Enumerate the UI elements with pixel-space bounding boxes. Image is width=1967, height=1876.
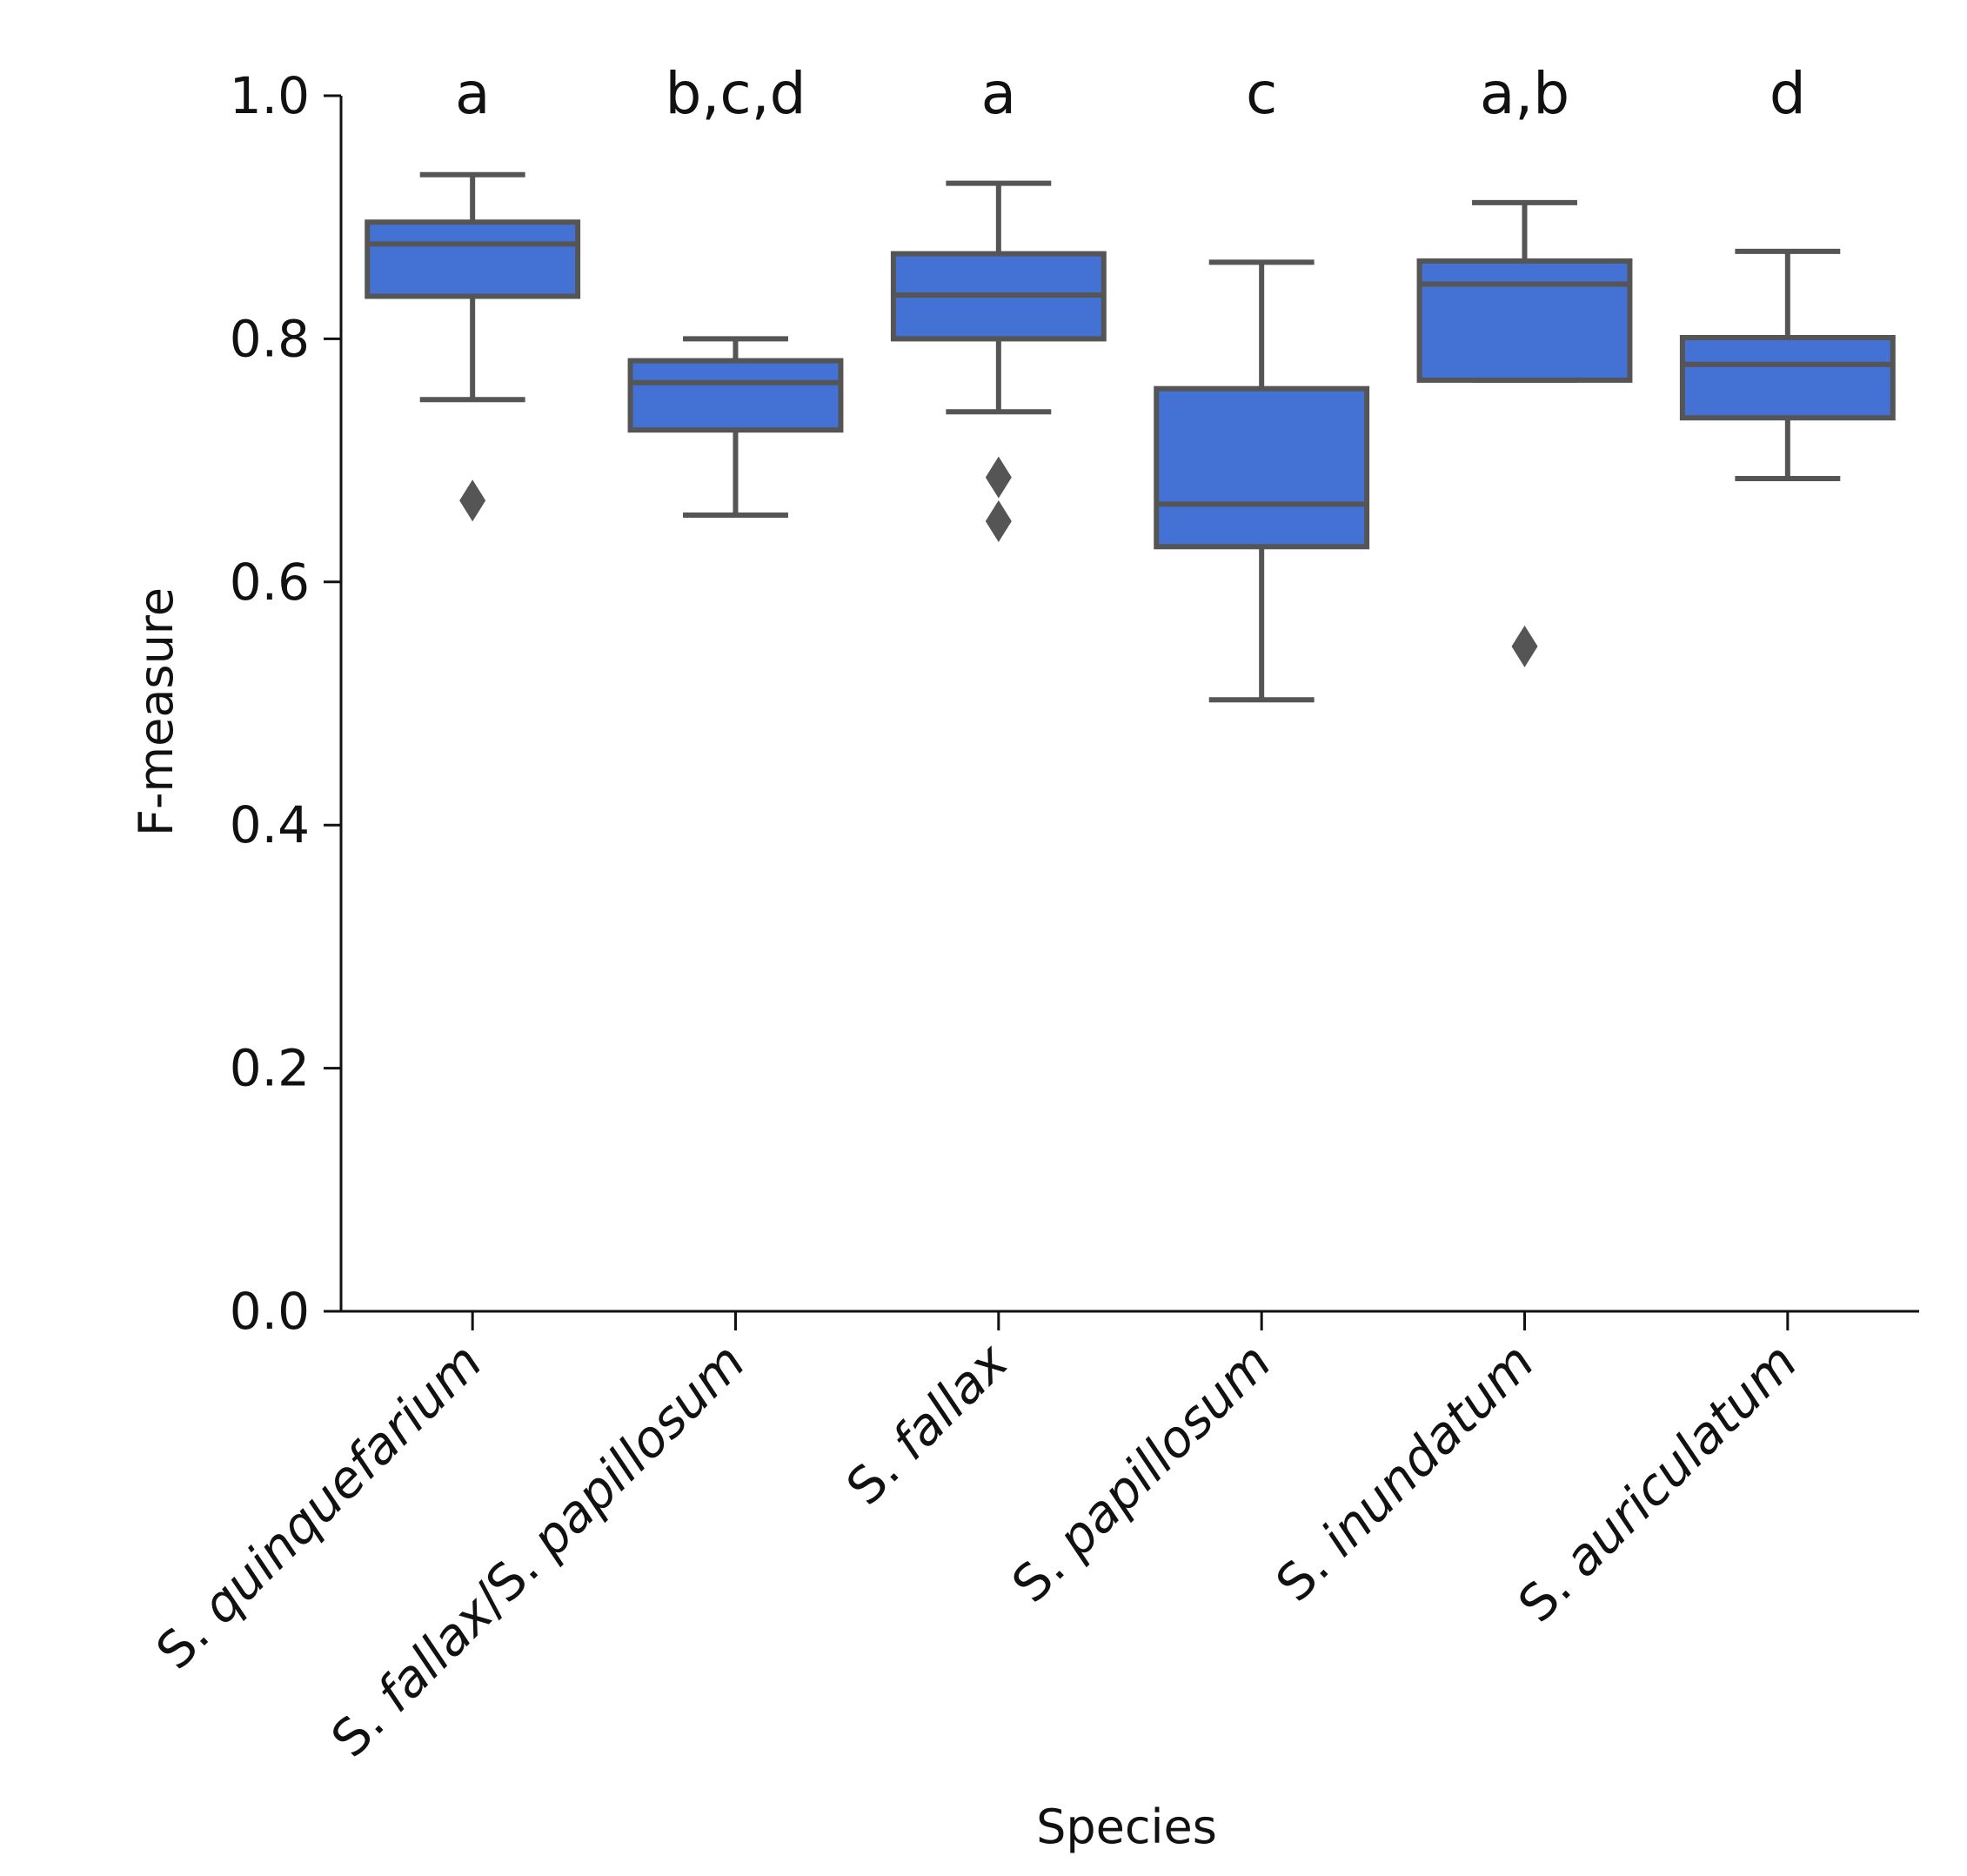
category-label-part: inundatum bbox=[1299, 1332, 1546, 1579]
box-3 bbox=[890, 180, 1107, 542]
x-category-label: S. papillosum bbox=[1000, 1332, 1282, 1614]
significance-letter: a bbox=[981, 60, 1016, 127]
y-tick-label: 1.0 bbox=[230, 66, 310, 125]
box-1 bbox=[365, 171, 581, 522]
y-axis-title: F-measure bbox=[129, 587, 184, 836]
box-6 bbox=[1679, 248, 1896, 482]
box-2 bbox=[627, 336, 844, 518]
x-category-label: S. fallax bbox=[835, 1331, 1020, 1516]
y-axis: 0.0 0.2 0.4 0.6 0.8 1.0 bbox=[230, 66, 343, 1341]
significance-letter: b,c,d bbox=[665, 60, 806, 127]
x-category-label: S. auriculatum bbox=[1507, 1332, 1809, 1634]
boxes-group bbox=[365, 171, 1896, 703]
category-label-part: auriculatum bbox=[1541, 1332, 1809, 1600]
category-label-part: papillosum bbox=[508, 1332, 756, 1580]
box-5 bbox=[1416, 199, 1633, 667]
x-axis-title: Species bbox=[1036, 1799, 1217, 1854]
x-axis bbox=[341, 1310, 1919, 1330]
y-tick-label: 0.8 bbox=[230, 309, 310, 368]
iqr-box bbox=[1679, 335, 1896, 421]
outlier-point bbox=[459, 479, 486, 522]
iqr-box bbox=[365, 219, 581, 299]
y-tick-label: 0.2 bbox=[230, 1039, 310, 1098]
category-label-part: fallax bbox=[354, 1584, 505, 1734]
iqr-box bbox=[627, 358, 844, 433]
outlier-point bbox=[985, 499, 1012, 542]
y-tick-label: 0.4 bbox=[230, 795, 310, 854]
y-tick-label: 0.0 bbox=[230, 1282, 310, 1341]
significance-letter: a bbox=[455, 60, 490, 127]
outlier-point bbox=[985, 456, 1012, 499]
significance-letter: d bbox=[1770, 60, 1806, 127]
category-label-part: fallax bbox=[869, 1331, 1020, 1482]
significance-letter: c bbox=[1246, 60, 1277, 127]
category-label-part: papillosum bbox=[1034, 1332, 1282, 1580]
significance-letter: a,b bbox=[1480, 60, 1569, 127]
iqr-box bbox=[1416, 258, 1633, 383]
x-category-label: S. inundatum bbox=[1265, 1332, 1546, 1613]
iqr-box bbox=[1154, 385, 1370, 550]
significance-letters: a b,c,d a c a,b d bbox=[455, 60, 1806, 127]
box-4 bbox=[1154, 259, 1370, 703]
y-tick-label: 0.6 bbox=[230, 553, 310, 612]
outlier-point bbox=[1511, 625, 1538, 667]
